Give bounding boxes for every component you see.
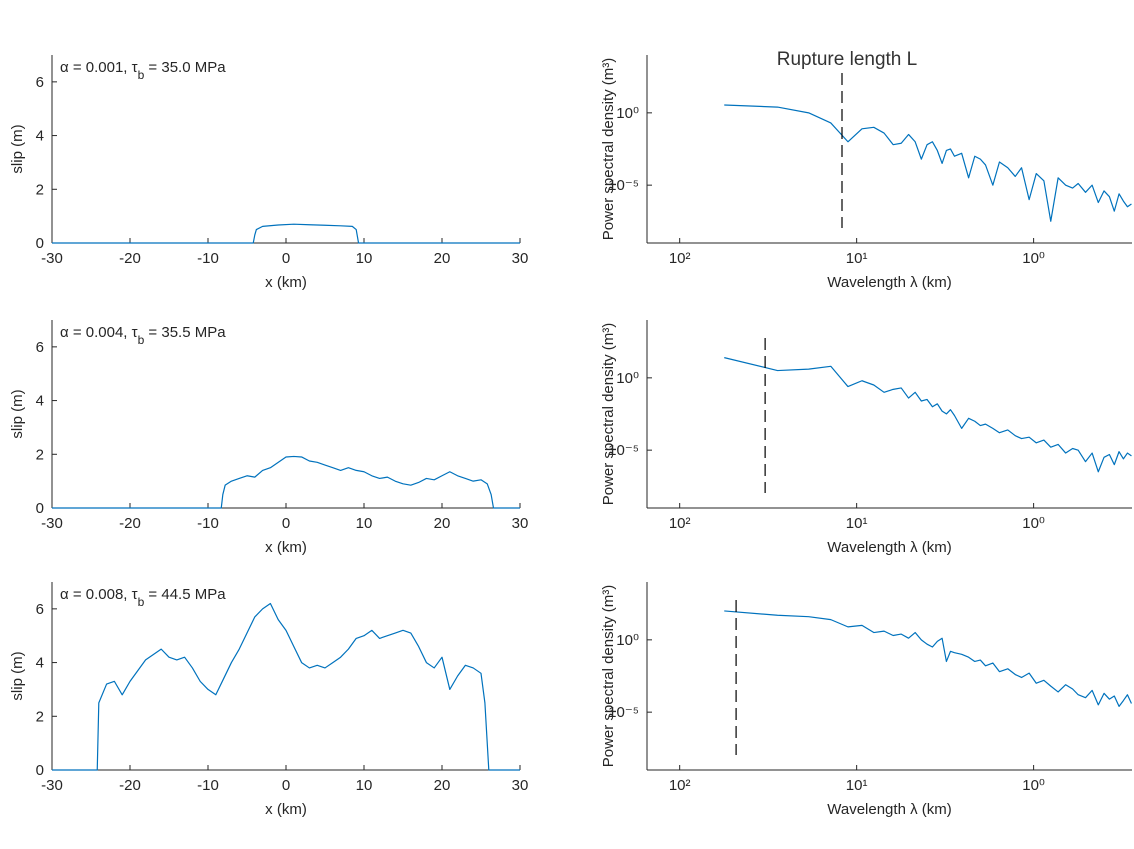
x-axis-label: x (km) <box>265 801 307 818</box>
x-tick-label: -10 <box>197 777 219 794</box>
annotation-part: b <box>138 595 145 609</box>
y-tick-label: 4 <box>36 128 44 145</box>
x-tick-label: 30 <box>512 515 529 532</box>
y-tick-label: 2 <box>36 446 44 463</box>
data-line <box>724 104 1132 222</box>
y-axis-label: Power spectral density (m³) <box>600 58 617 241</box>
x-tick-label: -10 <box>197 515 219 532</box>
x-tick-label: 10 <box>356 777 373 794</box>
y-tick-label: 4 <box>36 655 44 672</box>
annotation-part: = 35.5 MPa <box>144 324 226 341</box>
y-tick-label: 4 <box>36 393 44 410</box>
x-tick-label: 30 <box>512 777 529 794</box>
x-tick-label: 10¹ <box>846 250 868 267</box>
x-tick-label: -10 <box>197 250 219 267</box>
x-tick-label: 10 <box>356 250 373 267</box>
y-tick-label: 0 <box>36 762 44 779</box>
x-tick-label: -30 <box>41 515 63 532</box>
y-tick-label: 10⁰ <box>616 632 639 649</box>
y-tick-label: 6 <box>36 601 44 618</box>
y-tick-label: 10⁰ <box>616 105 639 122</box>
rupture-label: Rupture length L <box>777 49 918 70</box>
annotation-part: b <box>138 68 145 82</box>
y-tick-label: 2 <box>36 708 44 725</box>
x-axis-label: x (km) <box>265 539 307 556</box>
annotation-part: α = 0.008, τ <box>60 586 138 603</box>
annotation: α = 0.004, τb = 35.5 MPa <box>60 324 226 347</box>
data-line <box>724 610 1132 707</box>
y-tick-label: 10⁰ <box>616 370 639 387</box>
x-tick-label: 10 <box>356 515 373 532</box>
x-tick-label: 20 <box>434 250 451 267</box>
x-tick-label: 10¹ <box>846 777 868 794</box>
x-tick-label: 10⁰ <box>1022 250 1045 267</box>
annotation-part: α = 0.001, τ <box>60 59 138 76</box>
x-tick-label: 10² <box>669 515 691 532</box>
x-tick-label: 20 <box>434 777 451 794</box>
y-tick-label: 6 <box>36 74 44 91</box>
x-tick-label: -20 <box>119 250 141 267</box>
data-line <box>52 602 520 771</box>
annotation: α = 0.001, τb = 35.0 MPa <box>60 59 226 82</box>
annotation-part: = 44.5 MPa <box>144 586 226 603</box>
x-tick-label: 30 <box>512 250 529 267</box>
x-tick-label: 10¹ <box>846 515 868 532</box>
x-tick-label: 0 <box>282 777 290 794</box>
y-axis-label: slip (m) <box>9 389 26 438</box>
y-axis-label: slip (m) <box>9 651 26 700</box>
x-tick-label: -20 <box>119 777 141 794</box>
y-tick-label: 10⁻⁵ <box>608 177 639 194</box>
x-tick-label: 10⁰ <box>1022 515 1045 532</box>
x-tick-label: 10² <box>669 250 691 267</box>
data-line <box>52 223 520 244</box>
y-tick-label: 10⁻⁵ <box>608 442 639 459</box>
x-axis-label: x (km) <box>265 274 307 291</box>
y-tick-label: 0 <box>36 235 44 252</box>
x-axis-label: Wavelength λ (km) <box>827 539 951 556</box>
y-axis-label: slip (m) <box>9 124 26 173</box>
x-tick-label: 20 <box>434 515 451 532</box>
y-axis-label: Power spectral density (m³) <box>600 585 617 768</box>
x-tick-label: 0 <box>282 515 290 532</box>
y-tick-label: 6 <box>36 339 44 356</box>
y-tick-label: 2 <box>36 181 44 198</box>
x-tick-label: 10⁰ <box>1022 777 1045 794</box>
x-tick-label: 10² <box>669 777 691 794</box>
y-tick-label: 10⁻⁵ <box>608 704 639 721</box>
x-tick-label: -20 <box>119 515 141 532</box>
annotation-part: b <box>138 333 145 347</box>
annotation: α = 0.008, τb = 44.5 MPa <box>60 586 226 609</box>
x-tick-label: -30 <box>41 777 63 794</box>
y-tick-label: 0 <box>36 500 44 517</box>
annotation-part: = 35.0 MPa <box>144 59 226 76</box>
data-line <box>724 357 1132 473</box>
x-axis-label: Wavelength λ (km) <box>827 274 951 291</box>
y-axis-label: Power spectral density (m³) <box>600 323 617 506</box>
data-line <box>52 455 520 509</box>
x-tick-label: -30 <box>41 250 63 267</box>
annotation-part: α = 0.004, τ <box>60 324 138 341</box>
x-axis-label: Wavelength λ (km) <box>827 801 951 818</box>
x-tick-label: 0 <box>282 250 290 267</box>
